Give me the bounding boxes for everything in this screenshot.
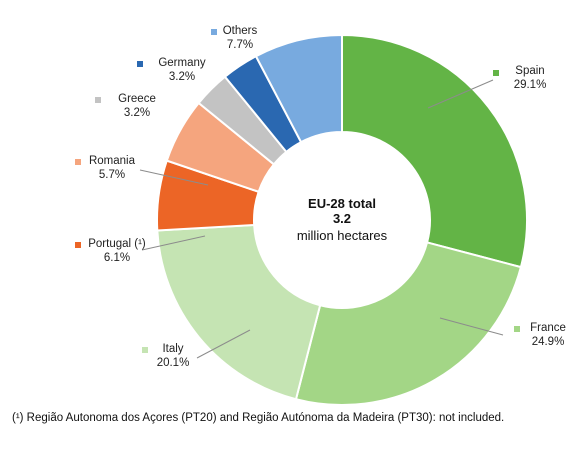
label-name-romania: Romania	[89, 155, 136, 167]
label-name-greece: Greece	[118, 93, 156, 105]
leader-lines	[139, 79, 504, 359]
label-value-france: 24.9%	[532, 336, 565, 348]
legend-swatch-greece	[95, 97, 101, 103]
legend-swatch-spain	[493, 70, 499, 76]
legend-swatch-romania	[75, 159, 81, 165]
center-unit: million hectares	[297, 228, 388, 243]
label-value-portugal: 6.1%	[104, 252, 130, 264]
legend-swatch-france	[514, 326, 520, 332]
footnote: (¹) Região Autonoma dos Açores (PT20) an…	[12, 412, 505, 424]
center-title: EU-28 total	[308, 196, 376, 211]
label-name-italy: Italy	[162, 343, 183, 355]
label-name-france: France	[530, 322, 566, 334]
slice-labels: Spain 29.1% France 24.9% Italy 20.1% Portugal …	[75, 25, 566, 369]
label-name-spain: Spain	[515, 65, 544, 77]
legend-swatch-germany	[137, 61, 143, 67]
label-name-portugal: Portugal (¹)	[88, 238, 146, 250]
label-value-spain: 29.1%	[514, 79, 547, 91]
legend-swatch-portugal	[75, 242, 81, 248]
center-value: 3.2	[333, 211, 351, 226]
slice-italy	[156, 223, 322, 401]
leader-line-france	[439, 317, 504, 336]
slice-others	[254, 33, 343, 144]
label-value-others: 7.7%	[227, 39, 253, 51]
slice-group	[156, 33, 528, 406]
legend-swatch-italy	[142, 347, 148, 353]
label-name-others: Others	[223, 25, 258, 37]
slice-france	[294, 241, 523, 406]
leader-line-portugal	[141, 235, 206, 251]
donut-chart: Spain 29.1% France 24.9% Italy 20.1% Portugal …	[75, 25, 566, 406]
leader-line-italy	[196, 329, 251, 359]
leader-line-romania	[139, 169, 209, 186]
label-value-romania: 5.7%	[99, 169, 125, 181]
legend-swatch-others	[211, 29, 217, 35]
slice-spain	[341, 33, 528, 269]
label-name-germany: Germany	[158, 57, 206, 69]
leader-line-spain	[427, 79, 494, 109]
label-value-germany: 3.2%	[169, 71, 195, 83]
label-value-greece: 3.2%	[124, 107, 150, 119]
label-value-italy: 20.1%	[157, 357, 190, 369]
